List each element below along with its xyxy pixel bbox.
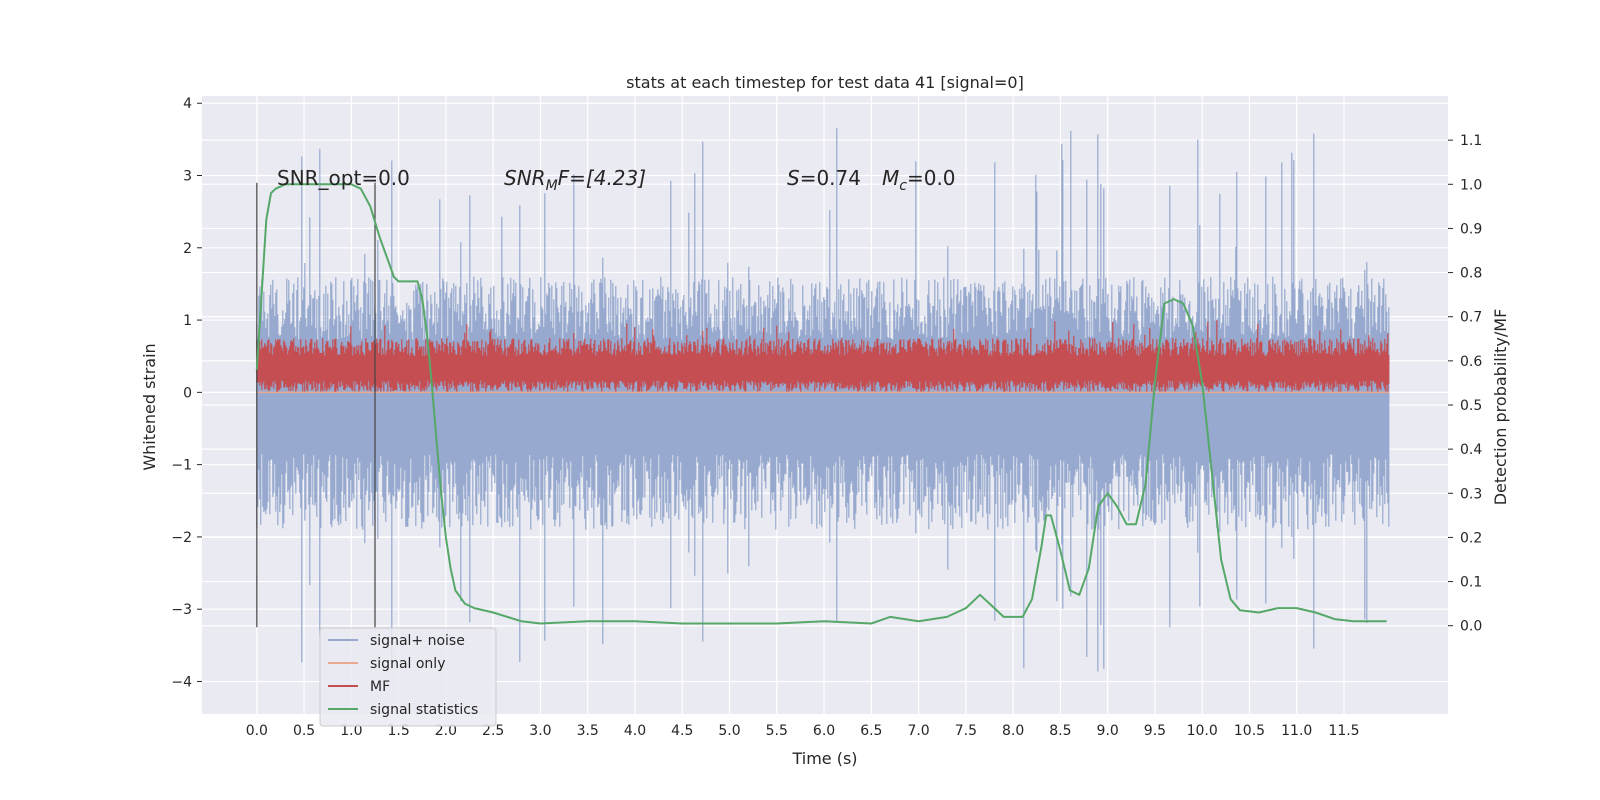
vertical-lines [256, 182, 376, 628]
x-tick-label: 6.5 [860, 723, 882, 739]
y-right-axis-label: Detection probability/MF [1491, 309, 1510, 506]
x-tick-label: 8.0 [1002, 723, 1024, 739]
legend-label-mf: MF [370, 679, 390, 695]
y-right-tick-label: 0.1 [1460, 575, 1482, 591]
y-left-tick-label: −3 [171, 602, 192, 618]
series-signal-statistics [255, 183, 1387, 625]
annotation-snr-opt: SNR_opt=0.0 [277, 166, 410, 190]
x-tick-label: 7.5 [955, 723, 977, 739]
y-right-tick-label: 0.5 [1460, 398, 1482, 414]
x-tick-label: 11.5 [1328, 723, 1359, 739]
y-right-tick-label: 0.7 [1460, 310, 1482, 326]
y-left-tick-label: 3 [183, 169, 192, 185]
annotation-mc-value: =0.0 [907, 166, 956, 190]
stats-layer [255, 183, 1387, 625]
annotation-mc: Mc=0.0 [882, 166, 956, 194]
x-tick-label: 1.5 [388, 723, 410, 739]
x-tick-label: 6.0 [813, 723, 835, 739]
y-left-tick-label: −4 [171, 674, 192, 690]
y-left-tick-label: 4 [183, 96, 192, 112]
y-left-tick-label: −2 [171, 530, 192, 546]
annotation-s-value: =0.74 [800, 166, 861, 190]
annotation-snr-mf-subscript: M [546, 178, 558, 194]
x-tick-label: 5.0 [718, 723, 740, 739]
y-right-tick-label: 0.3 [1460, 486, 1482, 502]
x-tick-label: 5.5 [766, 723, 788, 739]
x-tick-label: 7.0 [907, 723, 929, 739]
legend-box [319, 627, 497, 727]
y-left-tick-label: −1 [171, 458, 192, 474]
y-right-tick-label: 0.6 [1460, 354, 1482, 370]
y-right-tick-label: 0.0 [1460, 619, 1482, 635]
annotation-mc-symbol: M [882, 166, 899, 190]
y-right-tick-label: 1.1 [1460, 133, 1482, 149]
annotation-mc-subscript: c [899, 178, 907, 194]
y-right-tick-labels: 0.0 0.1 0.2 0.3 0.4 0.5 0.6 0.7 0.8 0.9 1.0 1.1 [1448, 133, 1482, 635]
chart-title: stats at each timestep for test data 41 … [626, 73, 1024, 92]
annotation-s-symbol: S [787, 166, 800, 190]
annotation-snr-mf-symbol: SNR [504, 166, 546, 190]
x-tick-label: 10.5 [1234, 723, 1265, 739]
x-tick-label: 3.0 [529, 723, 551, 739]
x-axis-label: Time (s) [791, 749, 857, 768]
y-right-tick-label: 0.8 [1460, 266, 1482, 282]
x-tick-label: 2.0 [435, 723, 457, 739]
x-tick-label: 1.0 [340, 723, 362, 739]
x-tick-labels: 0.0 0.5 1.0 1.5 2.0 2.5 3.0 3.5 4.0 4.5 5.0 5.5 6.0 6… [246, 723, 1360, 739]
x-tick-label: 9.0 [1097, 723, 1119, 739]
y-left-axis-label: Whitened strain [140, 343, 159, 470]
x-tick-label: 10.0 [1187, 723, 1218, 739]
y-right-tick-label: 0.4 [1460, 442, 1482, 458]
x-tick-label: 0.0 [246, 723, 268, 739]
x-tick-label: 0.5 [293, 723, 315, 739]
y-left-tick-label: 2 [183, 241, 192, 257]
y-right-tick-label: 0.9 [1460, 221, 1482, 237]
x-tick-label: 9.5 [1144, 723, 1166, 739]
x-tick-label: 11.0 [1281, 723, 1312, 739]
annotation-snr-mf-value: F=[4.23] [558, 166, 646, 190]
legend: signal+ noise signal only MF signal stat… [319, 627, 497, 727]
legend-label-signal-statistics: signal statistics [370, 702, 478, 718]
y-right-tick-label: 1.0 [1460, 177, 1482, 193]
annotation-snr-mf: SNRMF=[4.23] [504, 166, 646, 194]
annotation-s: S=0.74 [787, 166, 861, 190]
x-tick-label: 3.5 [577, 723, 599, 739]
y-left-tick-label: 1 [183, 313, 192, 329]
y-left-tick-labels: −4 −3 −2 −1 0 1 2 3 4 [171, 96, 202, 690]
x-tick-label: 2.5 [482, 723, 504, 739]
x-tick-label: 8.5 [1049, 723, 1071, 739]
legend-label-signal-noise: signal+ noise [370, 633, 465, 649]
y-right-tick-label: 0.2 [1460, 530, 1482, 546]
y-left-tick-label: 0 [183, 385, 192, 401]
x-tick-label: 4.5 [671, 723, 693, 739]
legend-label-signal-only: signal only [370, 656, 445, 672]
x-tick-label: 4.0 [624, 723, 646, 739]
